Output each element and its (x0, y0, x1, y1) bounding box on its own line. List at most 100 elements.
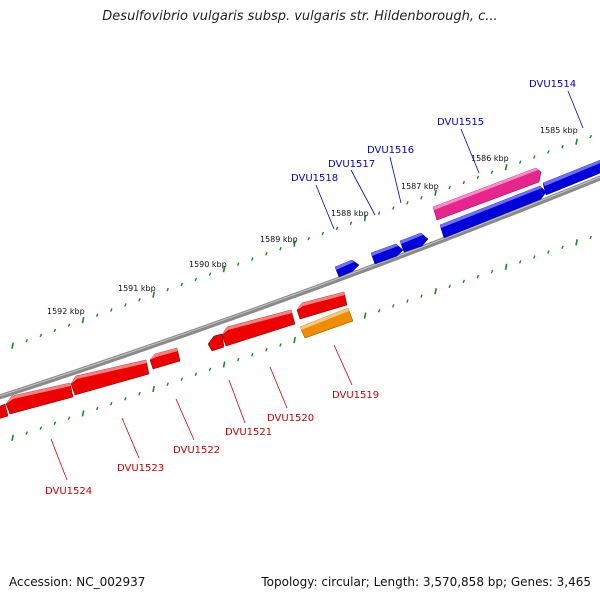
scale-minor-tick (349, 221, 353, 226)
scale-major-tick (293, 240, 296, 247)
genome-backbone (0, 175, 600, 400)
leader-dvu1518 (315, 184, 335, 230)
scale-minor-tick (307, 236, 310, 241)
scale-minor-tick (25, 431, 28, 435)
scale-minor-tick (265, 252, 268, 256)
scale-minor-tick (251, 352, 254, 357)
gene-dvu1519-arrow[interactable] (296, 291, 348, 320)
scale-minor-tick (490, 269, 494, 274)
scale-minor-tick (39, 333, 43, 338)
scale-major-tick (81, 410, 85, 417)
scale-minor-tick (420, 294, 423, 298)
scale-minor-tick (67, 323, 71, 328)
gene-dvu1519-highlight-arrow-top (300, 308, 349, 330)
gene-label-dvu1521[interactable]: DVU1521 (225, 427, 272, 438)
scale-minor-tick (138, 298, 141, 302)
gene-dvu1518-arrow[interactable] (334, 259, 360, 278)
scale-minor-tick (547, 150, 550, 154)
scale-minor-tick (561, 245, 564, 249)
scale-minor-tick (166, 287, 169, 292)
scale-minor-tick (236, 262, 240, 266)
gene-partial-left-arrow[interactable] (0, 403, 9, 419)
scale-minor-tick (110, 401, 113, 406)
scale-minor-tick (589, 235, 592, 240)
scale-major-tick (11, 434, 14, 441)
scale-minor-tick (335, 226, 339, 231)
scale-major-tick (434, 288, 437, 295)
gene-label-dvu1523[interactable]: DVU1523 (117, 463, 164, 474)
scale-major-tick (434, 189, 437, 196)
scale-minor-tick (518, 160, 522, 164)
scale-major-tick (575, 239, 578, 246)
gene-dvu1521-arrow[interactable] (207, 333, 225, 352)
scale-minor-tick (110, 308, 113, 312)
leader-dvu1524 (50, 438, 68, 481)
scale-minor-tick (208, 272, 212, 277)
gene-dvu1515-arrow-top (440, 186, 542, 228)
scale-label-1592: 1592 kbp (47, 307, 85, 316)
scale-minor-tick (53, 328, 57, 333)
scale-minor-tick (406, 201, 409, 205)
scale-label-1590: 1590 kbp (189, 260, 227, 269)
scale-minor-tick (589, 134, 592, 139)
gene-dvu1523-arrow-top (71, 360, 147, 384)
gene-label-dvu1517[interactable]: DVU1517 (328, 159, 375, 170)
leader-dvu1516 (389, 156, 402, 204)
scale-minor-tick (490, 170, 494, 175)
gene-dvu1515-highlight-arrow[interactable] (432, 167, 542, 221)
gene-dvu1524-arrow-top (6, 383, 71, 404)
gene-label-dvu1515[interactable]: DVU1515 (437, 117, 484, 128)
scale-minor-tick (448, 284, 451, 289)
scale-major-tick (504, 164, 508, 171)
scale-major-tick (293, 336, 296, 344)
gene-label-dvu1520[interactable]: DVU1520 (267, 413, 314, 424)
gene-dvu1520-arrow-top (222, 310, 292, 335)
gene-label-dvu1516[interactable]: DVU1516 (367, 145, 414, 156)
scale-minor-tick (180, 282, 184, 287)
gene-label-dvu1524[interactable]: DVU1524 (45, 486, 92, 497)
scale-minor-tick (236, 357, 240, 362)
scale-minor-tick (392, 206, 395, 210)
scale-minor-tick (377, 309, 381, 313)
scale-major-tick (575, 138, 578, 145)
scale-minor-tick (95, 313, 99, 317)
scale-major-tick (363, 215, 367, 222)
gene-label-dvu1519[interactable]: DVU1519 (332, 390, 379, 401)
gene-dvu1515-highlight-arrow-top (433, 168, 538, 210)
scale-label-1588: 1588 kbp (331, 209, 369, 218)
scale-minor-tick (462, 279, 466, 284)
scale-label-1587: 1587 kbp (401, 182, 439, 191)
gene-label-dvu1514[interactable]: DVU1514 (529, 79, 576, 90)
gene-dvu1516-arrow[interactable] (399, 232, 429, 253)
scale-minor-tick (462, 180, 466, 185)
scale-minor-tick (138, 392, 141, 396)
scale-label-1591: 1591 kbp (118, 284, 156, 293)
scale-minor-tick (194, 277, 198, 282)
scale-label-1585: 1585 kbp (540, 126, 578, 135)
leader-dvu1515 (460, 128, 480, 174)
scale-minor-tick (533, 155, 536, 159)
leader-dvu1522 (175, 398, 195, 441)
scale-minor-tick (476, 175, 480, 180)
genome-summary-text: Topology: circular; Length: 3,570,858 bp… (261, 575, 591, 589)
inner-scale-ticks (11, 235, 592, 441)
scale-minor-tick (166, 382, 169, 386)
gene-dvu1515-arrow[interactable] (439, 185, 547, 239)
gene-label-dvu1522[interactable]: DVU1522 (173, 445, 220, 456)
scale-major-tick (504, 263, 508, 270)
scale-minor-tick (25, 338, 28, 343)
scale-minor-tick (67, 416, 71, 421)
gene-dvu1518-arrow-top (335, 260, 354, 270)
scale-minor-tick (251, 257, 254, 261)
scale-major-tick (11, 342, 14, 349)
scale-minor-tick (377, 211, 381, 215)
outer-scale-ticks (11, 134, 592, 349)
gene-dvu1519-arrow-top (297, 292, 345, 310)
scale-minor-tick (279, 247, 282, 251)
accession-text: Accession: NC_002937 (9, 575, 146, 589)
scale-minor-tick (53, 421, 57, 425)
gene-label-dvu1518[interactable]: DVU1518 (291, 173, 338, 184)
scale-minor-tick (533, 255, 536, 259)
scale-minor-tick (124, 303, 127, 307)
